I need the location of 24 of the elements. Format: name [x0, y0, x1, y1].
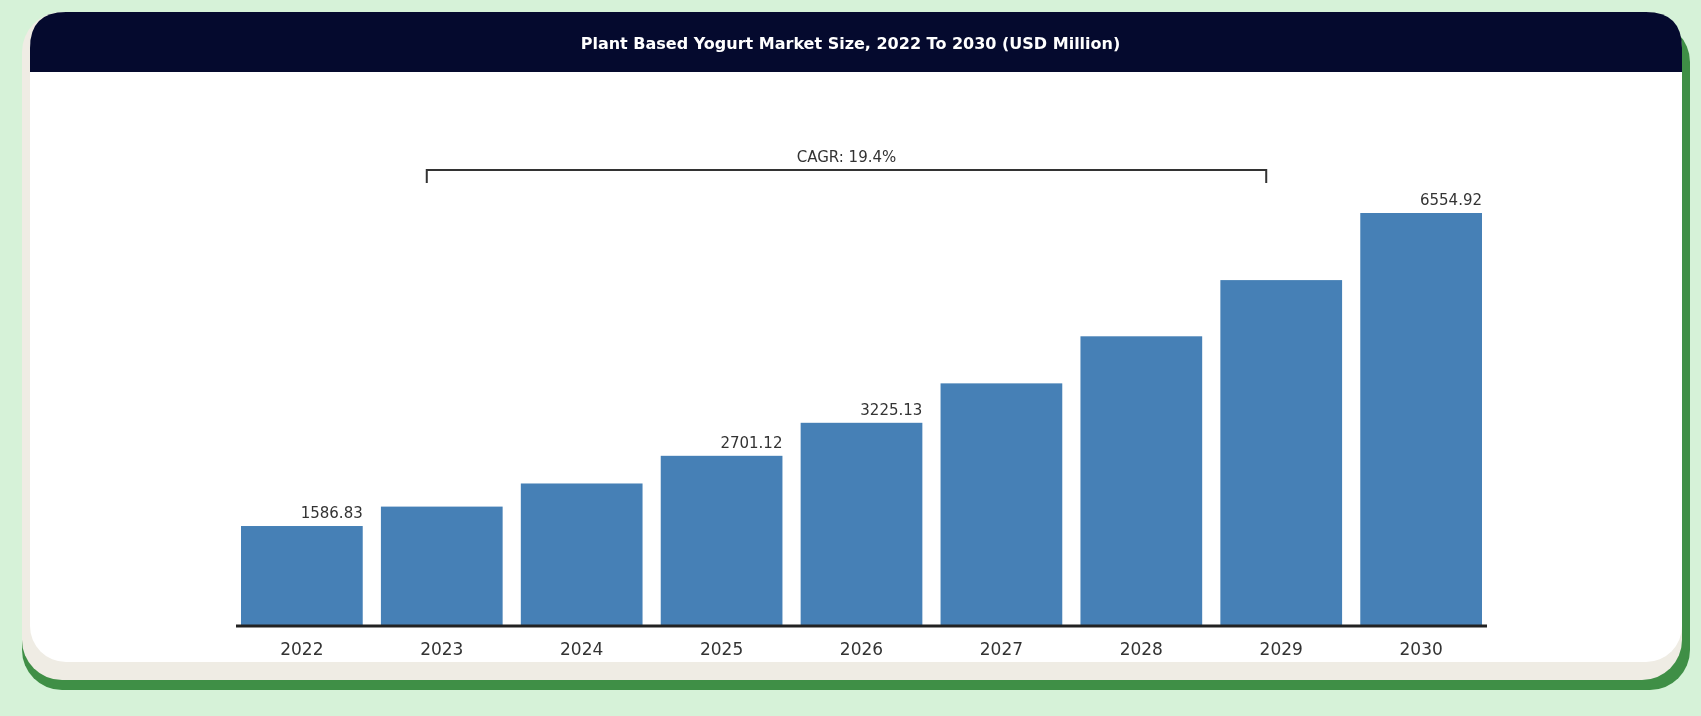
- x-tick-label: 2026: [839, 639, 884, 659]
- text: CAGR: 19.4%: [796, 148, 897, 166]
- x-tick-label: 2029: [1259, 639, 1303, 659]
- x-tick-label: 2022: [280, 639, 324, 659]
- x-tick-label: 2027: [979, 639, 1024, 659]
- x-tick-label: 2030: [1399, 639, 1443, 659]
- bar: [520, 483, 643, 626]
- data-label: 1586.83: [300, 504, 363, 523]
- bar: [241, 526, 363, 626]
- data-label: 2701.12: [720, 433, 783, 452]
- x-tick-label: 2024: [560, 639, 604, 659]
- bar: [1220, 280, 1343, 626]
- x-tick-label: 2028: [1119, 639, 1163, 659]
- bar: [380, 506, 503, 626]
- x-tick-label: 2025: [699, 639, 744, 659]
- bar: [940, 383, 1063, 626]
- bar: [660, 455, 783, 626]
- chart-title: Plant Based Yogurt Market Size, 2022 To 2030 (USD Million): [580, 34, 1121, 53]
- data-label: 6554.92: [1419, 191, 1482, 209]
- bar: [800, 422, 923, 626]
- x-tick-label: 2023: [420, 639, 464, 659]
- data-label: 3225.13: [860, 400, 923, 419]
- bar: [1360, 213, 1482, 626]
- bar: [1080, 336, 1203, 626]
